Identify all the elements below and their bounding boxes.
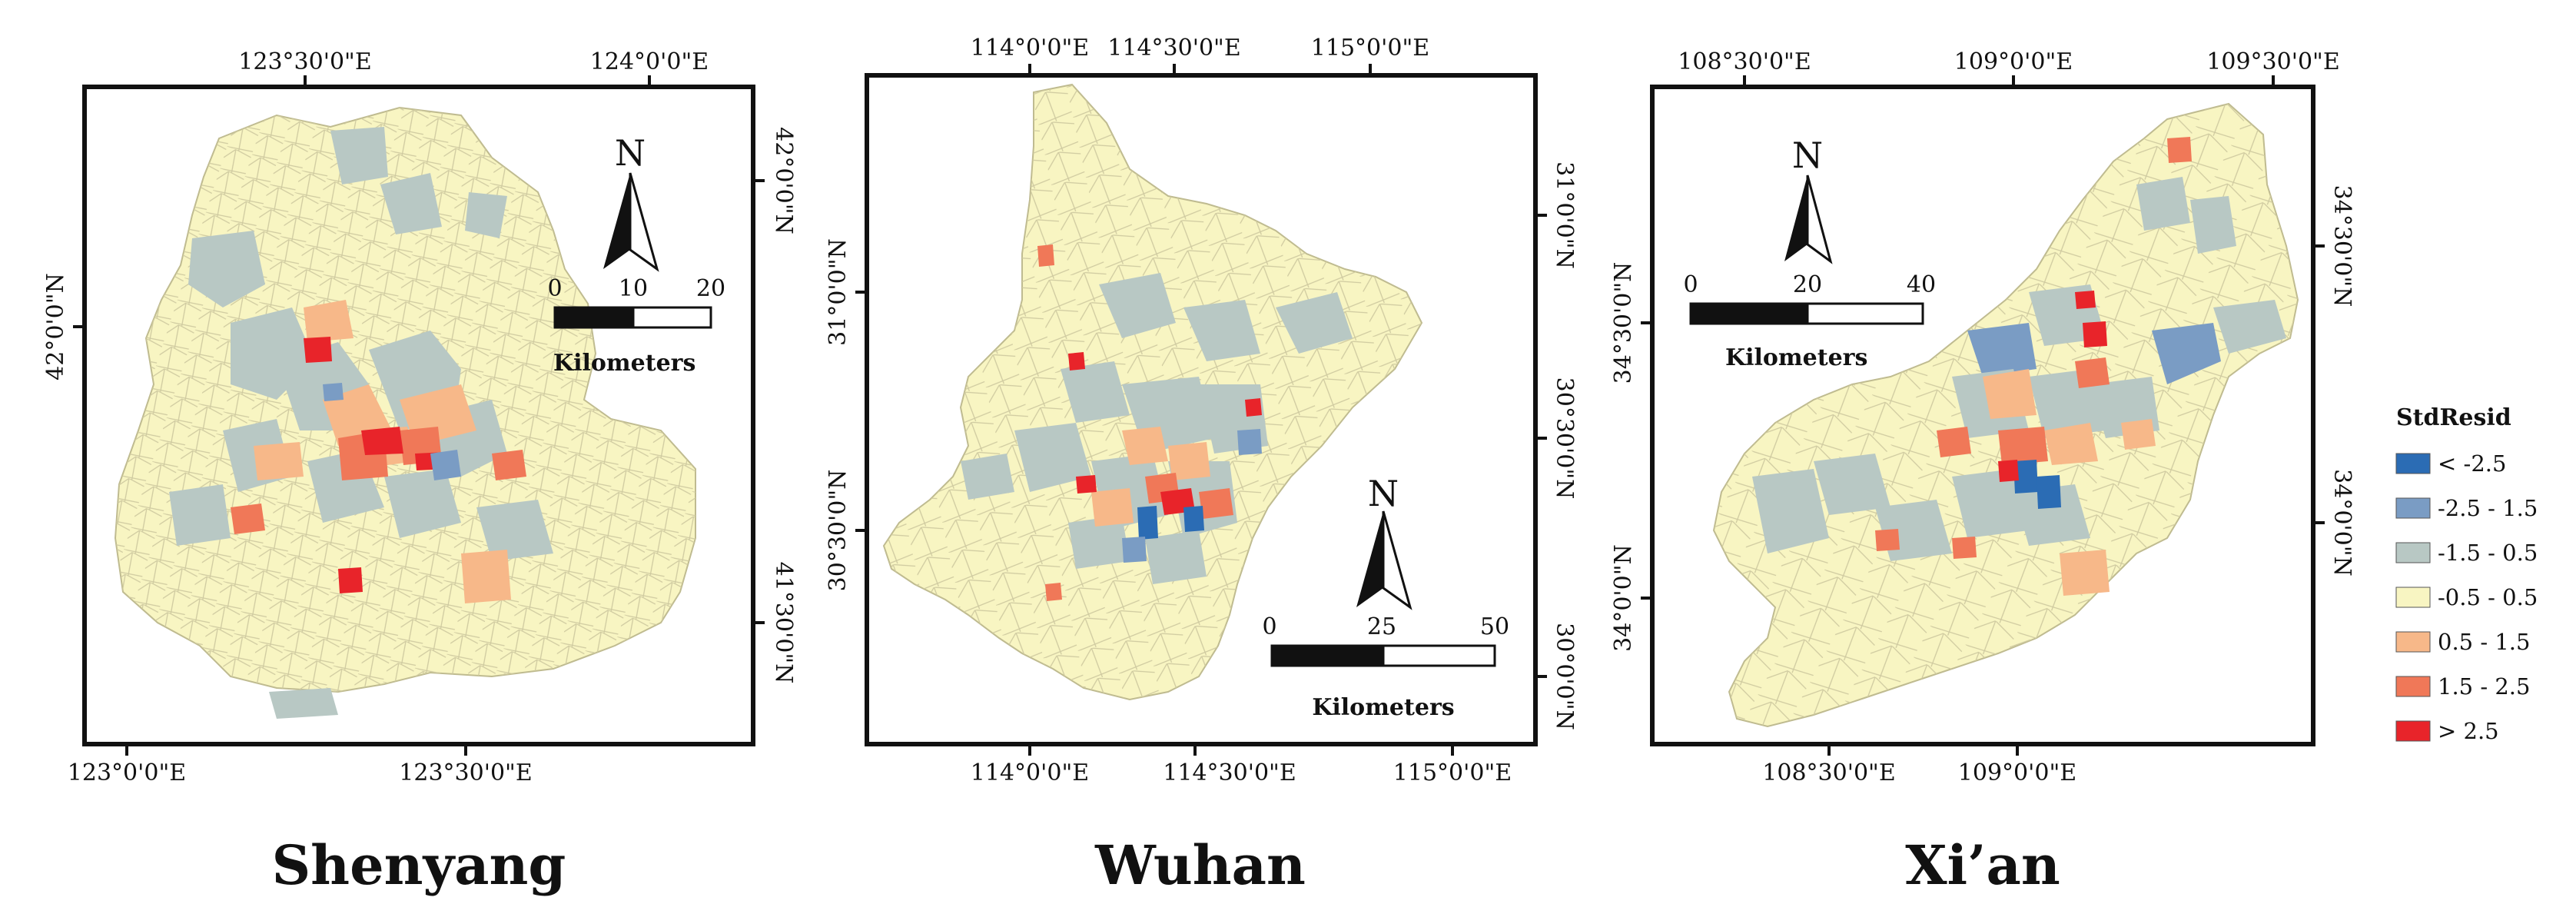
shenyang-top-tick-2: 124°0'0"E bbox=[590, 48, 709, 75]
scale-tick: 20 bbox=[696, 275, 725, 302]
wuhan-right-tick-1: 31°0'0"N bbox=[1551, 161, 1578, 269]
legend-swatch bbox=[2395, 587, 2431, 608]
north-arrow-wuhan: N bbox=[1356, 473, 1412, 610]
scale-bar-wuhan: 0 25 50 Kilometers bbox=[1262, 613, 1509, 721]
north-arrow-icon bbox=[1356, 510, 1412, 610]
legend-label: -1.5 - 0.5 bbox=[2438, 540, 2538, 566]
wuhan-right-tick-3: 30°0'0"N bbox=[1551, 623, 1578, 730]
north-label: N bbox=[1368, 473, 1399, 514]
legend-label: > 2.5 bbox=[2438, 718, 2499, 744]
legend-label: -2.5 - 1.5 bbox=[2438, 495, 2538, 521]
scale-tick: 40 bbox=[1907, 271, 1936, 298]
shenyang-right-tick-1: 42°0'0"N bbox=[770, 127, 797, 234]
legend-swatch bbox=[2395, 497, 2431, 519]
wuhan-bottom-tick-3: 115°0'0"E bbox=[1393, 759, 1512, 786]
shenyang-bottom-tick-1: 123°0'0"E bbox=[68, 759, 186, 786]
legend-swatch bbox=[2395, 453, 2431, 474]
legend-items: < -2.5 -2.5 - 1.5 -1.5 - 0.5 -0.5 - 0.5 0.5 … bbox=[2395, 450, 2538, 744]
legend-label: < -2.5 bbox=[2438, 450, 2506, 477]
city-name-shenyang: Shenyang bbox=[272, 833, 566, 897]
xian-right-tick-1: 34°30'0"N bbox=[2329, 185, 2355, 307]
wuhan-top-tick-1: 114°0'0"E bbox=[971, 35, 1089, 61]
scale-tick: 0 bbox=[1262, 613, 1276, 640]
legend-swatch bbox=[2395, 676, 2431, 697]
legend-label: 0.5 - 1.5 bbox=[2438, 629, 2530, 655]
scale-bar-xian: 0 20 40 Kilometers bbox=[1683, 271, 1936, 371]
scale-tick: 0 bbox=[1683, 271, 1698, 298]
map-xian bbox=[1650, 85, 2315, 746]
legend: StdResid < -2.5 -2.5 - 1.5 -1.5 - 0.5 -0.5 … bbox=[2395, 404, 2538, 744]
residual-districts bbox=[169, 127, 553, 719]
map-wuhan bbox=[865, 73, 1538, 746]
wuhan-top-tick-3: 115°0'0"E bbox=[1311, 35, 1429, 61]
residual-districts bbox=[961, 244, 1353, 601]
residual-districts bbox=[1752, 137, 2286, 596]
xian-top-tick-1: 108°30'0"E bbox=[1678, 48, 1811, 75]
xian-bottom-tick-1: 108°30'0"E bbox=[1762, 759, 1895, 786]
legend-swatch bbox=[2395, 631, 2431, 653]
wuhan-left-tick-1: 31°0'0"N bbox=[825, 238, 851, 346]
wuhan-bottom-tick-2: 114°30'0"E bbox=[1163, 759, 1296, 786]
xian-bottom-tick-2: 109°0'0"E bbox=[1958, 759, 2076, 786]
scale-tick: 10 bbox=[619, 275, 648, 302]
legend-label: 1.5 - 2.5 bbox=[2438, 673, 2530, 700]
shenyang-right-tick-2: 41°30'0"N bbox=[770, 562, 797, 684]
scale-tick: 25 bbox=[1367, 613, 1396, 640]
north-label: N bbox=[1792, 135, 1823, 176]
wuhan-left-tick-2: 30°30'0"N bbox=[825, 470, 851, 592]
xian-left-tick-2: 34°0'0"N bbox=[1610, 544, 1637, 652]
scale-tick: 50 bbox=[1480, 613, 1509, 640]
coordinate-labels: 123°30'0"E 124°0'0"E 123°0'0"E 123°30'0"… bbox=[42, 35, 2355, 786]
scale-unit: Kilometers bbox=[553, 350, 695, 377]
xian-top-tick-3: 109°30'0"E bbox=[2206, 48, 2339, 75]
xian-top-tick-2: 109°0'0"E bbox=[1954, 48, 2073, 75]
tick-marks bbox=[73, 64, 2325, 756]
legend-swatch bbox=[2395, 542, 2431, 563]
scale-unit: Kilometers bbox=[1725, 344, 1867, 371]
scale-unit: Kilometers bbox=[1312, 694, 1454, 721]
shenyang-top-tick-1: 123°30'0"E bbox=[238, 48, 371, 75]
north-arrow-xian: N bbox=[1784, 135, 1833, 264]
xian-right-tick-2: 34°0'0"N bbox=[2329, 469, 2355, 577]
north-arrow-shenyang: N bbox=[603, 132, 659, 272]
legend-label: -0.5 - 0.5 bbox=[2438, 584, 2538, 610]
wuhan-top-tick-2: 114°30'0"E bbox=[1107, 35, 1240, 61]
scale-tick: 20 bbox=[1793, 271, 1822, 298]
xian-left-tick-1: 34°30'0"N bbox=[1610, 262, 1637, 384]
north-label: N bbox=[615, 132, 646, 174]
legend-title: StdResid bbox=[2396, 404, 2511, 431]
legend-swatch bbox=[2395, 720, 2431, 742]
wuhan-right-tick-2: 30°30'0"N bbox=[1551, 377, 1578, 500]
shenyang-left-tick-1: 42°0'0"N bbox=[42, 273, 69, 381]
wuhan-bottom-tick-1: 114°0'0"E bbox=[971, 759, 1089, 786]
scale-bar-shenyang: 0 10 20 Kilometers bbox=[547, 275, 725, 377]
city-name-xian: Xi’an bbox=[1905, 833, 2060, 897]
map-shenyang bbox=[82, 85, 755, 746]
north-arrow-icon bbox=[603, 172, 659, 272]
shenyang-bottom-tick-2: 123°30'0"E bbox=[399, 759, 532, 786]
north-arrow-icon bbox=[1784, 174, 1833, 264]
scale-tick: 0 bbox=[547, 275, 562, 302]
city-name-wuhan: Wuhan bbox=[1094, 833, 1306, 897]
